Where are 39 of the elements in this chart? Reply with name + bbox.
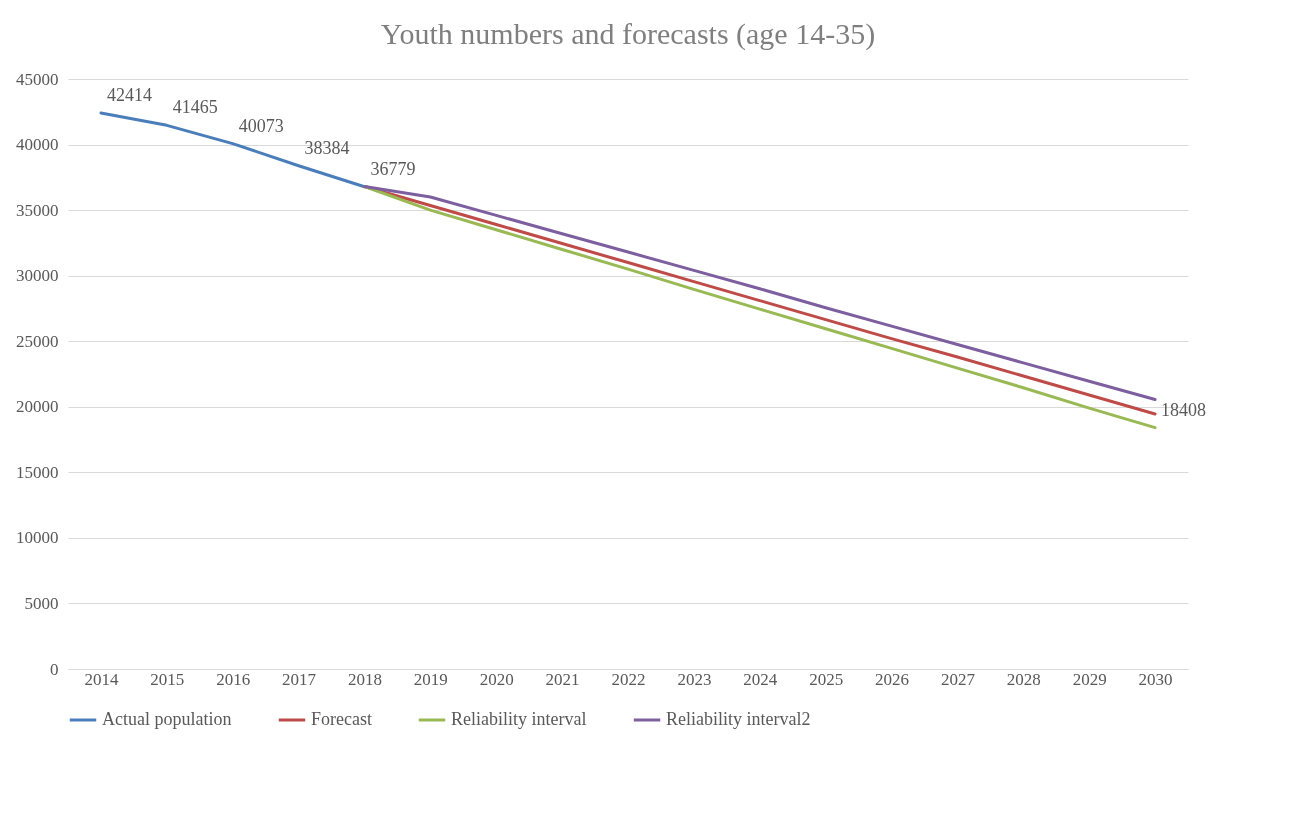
x-tick-label: 2029 xyxy=(1072,669,1107,689)
x-tick-label: 2024 xyxy=(743,669,778,689)
x-tick-label: 2028 xyxy=(1006,669,1041,689)
y-tick-label: 5000 xyxy=(24,593,59,613)
data-label: 40073 xyxy=(238,115,284,136)
y-tick-label: 20000 xyxy=(16,397,59,417)
y-tick-label: 40000 xyxy=(16,135,59,155)
data-label: 36779 xyxy=(370,158,416,179)
x-tick-label: 2017 xyxy=(282,669,317,689)
x-tick-label: 2014 xyxy=(84,669,119,689)
x-tick-label: 2022 xyxy=(611,669,646,689)
y-tick-label: 25000 xyxy=(16,331,59,351)
legend-label: Reliability interval xyxy=(451,709,587,729)
data-label: 38384 xyxy=(304,137,350,158)
data-label: 42414 xyxy=(106,84,152,105)
chart-title: Youth numbers and forecasts (age 14-35) xyxy=(380,17,876,51)
legend-label: Reliability interval2 xyxy=(666,709,811,729)
x-tick-label: 2023 xyxy=(677,669,712,689)
y-tick-label: 35000 xyxy=(16,200,59,220)
y-tick-label: 45000 xyxy=(16,69,59,89)
x-tick-label: 2015 xyxy=(150,669,185,689)
x-tick-label: 2025 xyxy=(809,669,844,689)
x-tick-label: 2016 xyxy=(216,669,251,689)
y-tick-label: 10000 xyxy=(16,528,59,548)
x-tick-label: 2027 xyxy=(940,669,976,689)
x-tick-label: 2018 xyxy=(347,669,382,689)
x-tick-label: 2019 xyxy=(413,669,448,689)
line-series xyxy=(99,111,366,189)
x-tick-label: 2026 xyxy=(875,669,910,689)
data-label: 18408 xyxy=(1161,399,1207,420)
y-tick-label: 30000 xyxy=(16,266,59,286)
y-tick-label: 0 xyxy=(50,659,59,679)
x-tick-label: 2020 xyxy=(479,669,514,689)
y-tick-label: 15000 xyxy=(16,462,59,482)
x-tick-label: 2030 xyxy=(1138,669,1173,689)
data-label: 41465 xyxy=(172,97,218,118)
x-tick-label: 2021 xyxy=(545,669,580,689)
legend-label: Forecast xyxy=(311,709,372,729)
legend-label: Actual population xyxy=(102,709,232,729)
